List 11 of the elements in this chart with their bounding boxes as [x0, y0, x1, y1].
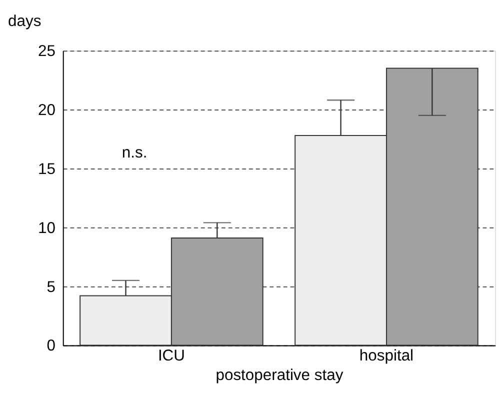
y-tick-label: 25: [38, 43, 56, 60]
y-tick-label: 20: [38, 102, 56, 119]
y-tick-label: 15: [38, 160, 56, 178]
y-axis-title: days: [8, 13, 42, 30]
y-tick-label: 5: [46, 278, 56, 296]
x-tick-label: ICU: [158, 348, 185, 365]
x-axis-title: postoperative stay: [216, 367, 344, 384]
annotation: n.s.: [122, 144, 148, 162]
y-tick-label: 0: [46, 338, 56, 355]
y-tick-label: 10: [38, 220, 56, 237]
x-tick-label: hospital: [359, 348, 414, 365]
